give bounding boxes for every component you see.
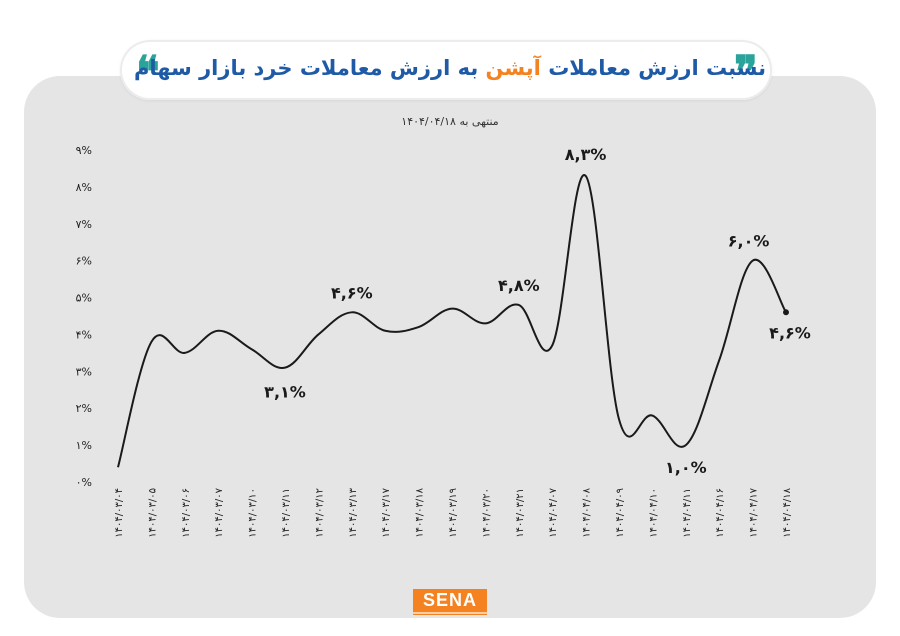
y-tick-label: ٧% bbox=[76, 218, 92, 231]
y-tick-label: ٣% bbox=[76, 365, 92, 378]
chart-title: نسبت ارزش معاملات آپشن به ارزش معاملات خ… bbox=[0, 56, 900, 80]
x-tick-label: ۱۴۰۴/۰۴/۱۱ bbox=[682, 488, 693, 538]
x-tick-label: ۱۴۰۴/۰۴/۰۷ bbox=[548, 487, 559, 537]
x-tick-label: ۱۴۰۴/۰۴/۱۷ bbox=[749, 487, 760, 537]
x-tick-label: ۱۴۰۴/۰۴/۱۶ bbox=[715, 488, 726, 538]
data-label: ۶,٠% bbox=[728, 232, 770, 251]
x-tick-label: ۱۴۰۴/۰۴/۱۰ bbox=[648, 488, 659, 538]
data-label: ۴,۶% bbox=[769, 323, 811, 342]
x-tick-label: ۱۴۰۴/۰۳/۰۵ bbox=[147, 488, 158, 538]
y-tick-label: ٠% bbox=[76, 476, 92, 489]
x-tick-label: ۱۴۰۴/۰۳/۰۴ bbox=[114, 488, 125, 538]
x-tick-label: ۱۴۰۴/۰۳/۱۱ bbox=[281, 488, 292, 538]
title-highlight: آپشن bbox=[485, 56, 541, 80]
y-tick-label: ٨% bbox=[76, 181, 92, 194]
y-tick-label: ٢% bbox=[76, 402, 92, 415]
y-tick-label: ۴% bbox=[76, 328, 92, 341]
logo-underline bbox=[413, 612, 487, 614]
x-tick-label: ۱۴۰۴/۰۳/۰۷ bbox=[214, 487, 225, 537]
x-tick-label: ۱۴۰۴/۰۳/۱۲ bbox=[314, 488, 325, 538]
x-tick-label: ۱۴۰۴/۰۳/۱۰ bbox=[248, 488, 259, 538]
chart-panel bbox=[24, 76, 876, 618]
data-label: ۴,۶% bbox=[331, 283, 373, 302]
x-tick-label: ۱۴۰۴/۰۳/۱۷ bbox=[381, 487, 392, 537]
quote-open-icon: ❞ bbox=[734, 47, 758, 98]
data-label: ٣,١% bbox=[264, 383, 306, 402]
data-label: ۴,٨% bbox=[498, 276, 540, 295]
x-tick-label: ۱۴۰۴/۰۴/۰۹ bbox=[615, 488, 626, 538]
x-tick-label: ۱۴۰۴/۰۳/۰۶ bbox=[181, 488, 192, 538]
x-tick-label: ۱۴۰۴/۰۳/۱۹ bbox=[448, 488, 459, 538]
x-tick-label: ۱۴۰۴/۰۳/۱۳ bbox=[348, 487, 359, 537]
x-tick-label: ۱۴۰۴/۰۳/۲۰ bbox=[481, 488, 492, 538]
data-label: ١,٠% bbox=[665, 458, 707, 477]
y-tick-label: ۶% bbox=[76, 255, 92, 268]
title-part2: به ارزش معاملات خرد بازار سهام bbox=[133, 56, 479, 80]
x-tick-label: ۱۴۰۴/۰۴/۱۸ bbox=[782, 487, 793, 537]
y-tick-label: ١% bbox=[76, 439, 92, 452]
sena-logo: SENA bbox=[413, 589, 487, 615]
x-tick-label: ۱۴۰۴/۰۴/۰۸ bbox=[582, 487, 593, 537]
y-tick-label: ٩% bbox=[76, 144, 92, 157]
title-banner bbox=[120, 40, 772, 100]
x-tick-label: ۱۴۰۴/۰۳/۱۸ bbox=[415, 487, 426, 537]
series-line bbox=[117, 174, 787, 468]
chart-subtitle: منتهی به ۱۴۰۴/۰۴/۱۸ bbox=[401, 115, 499, 128]
quote-close-icon: ❝ bbox=[136, 47, 160, 98]
data-label: ٨,٣% bbox=[565, 145, 607, 164]
logo-text: SENA bbox=[422, 590, 477, 610]
data-point-end bbox=[783, 309, 789, 316]
y-tick-label: ۵% bbox=[76, 292, 92, 305]
title-part1: نسبت ارزش معاملات bbox=[548, 56, 767, 80]
x-tick-label: ۱۴۰۴/۰۳/۲۱ bbox=[515, 488, 526, 538]
